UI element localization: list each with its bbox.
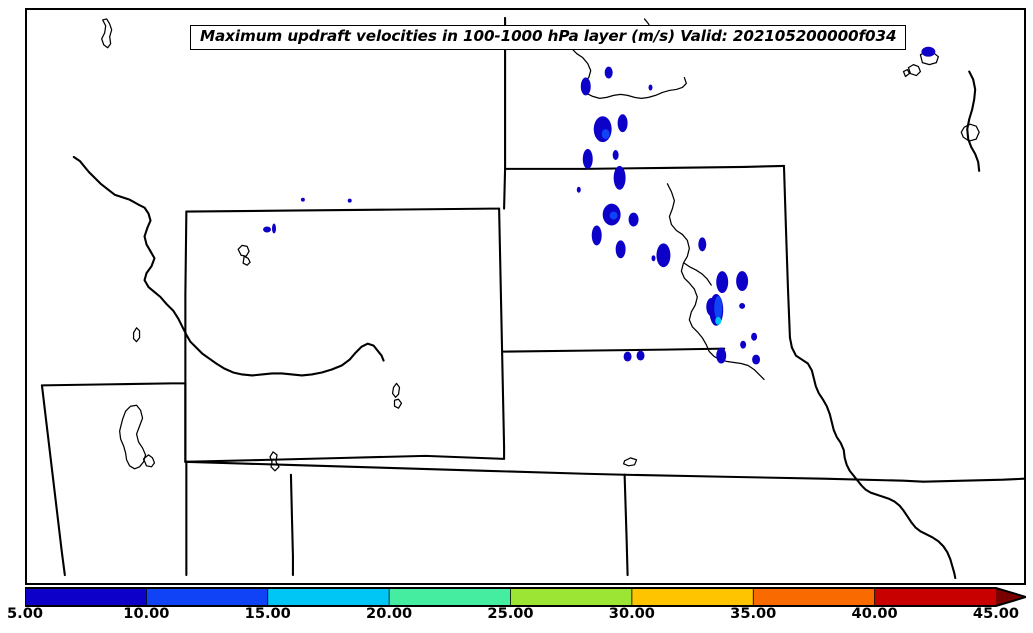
updraft-cell <box>604 66 613 79</box>
colorbar-segments <box>25 588 1026 606</box>
colorbar-segment <box>631 588 754 606</box>
colorbar-tick-label: 30.00 <box>608 605 655 622</box>
colorbar-tick-labels: 5.00 10.00 15.00 20.00 25.00 30.00 35.00 40.00 4… <box>0 605 1033 629</box>
updraft-cell <box>576 186 581 193</box>
updraft-cell <box>593 116 612 143</box>
updraft-cell <box>628 212 639 227</box>
colorbar-segment <box>267 588 390 606</box>
colorbar-over-arrow <box>996 588 1026 606</box>
colorbar-canvas <box>25 587 1026 607</box>
map-canvas <box>40 16 1024 580</box>
colorbar-segment <box>389 588 512 606</box>
colorbar <box>25 587 1026 607</box>
colorbar-tick-label: 45.00 <box>972 605 1020 622</box>
map-panel: Maximum updraft velocities in 100-1000 h… <box>25 8 1026 585</box>
state-borders <box>40 16 1024 580</box>
updraft-cell <box>648 84 653 91</box>
updraft-cell <box>716 347 727 364</box>
updraft-cell <box>623 351 632 362</box>
updraft-cell <box>656 243 671 268</box>
colorbar-outline <box>25 587 1026 607</box>
colorbar-tick-label: 5.00 <box>6 605 44 622</box>
updraft-cell <box>272 223 277 234</box>
updraft-cell <box>580 77 591 96</box>
updraft-cell <box>263 226 272 233</box>
updraft-cell <box>716 271 729 294</box>
updraft-cell <box>715 316 722 325</box>
updraft-cell <box>300 197 305 202</box>
updraft-cell <box>636 350 645 361</box>
colorbar-segment <box>753 588 876 606</box>
colorbar-tick-label: 10.00 <box>123 605 170 622</box>
updraft-cell <box>601 129 610 140</box>
updraft-cell <box>698 237 707 252</box>
colorbar-frame <box>25 587 1026 607</box>
updraft-cell <box>752 354 761 365</box>
updraft-cell <box>651 255 656 262</box>
updraft-cell <box>751 332 758 341</box>
updraft-cell <box>582 149 593 169</box>
colorbar-segment <box>25 588 147 606</box>
updraft-cell <box>613 165 626 190</box>
updraft-cell <box>591 225 602 246</box>
colorbar-segment <box>874 588 997 606</box>
colorbar-tick-label: 35.00 <box>730 605 777 622</box>
updraft-cell <box>921 46 936 57</box>
updraft-cell <box>615 240 626 259</box>
updraft-cells <box>263 46 936 365</box>
updraft-cell <box>740 340 747 349</box>
colorbar-tick-label: 15.00 <box>244 605 291 622</box>
updraft-cell <box>617 114 628 133</box>
plot-title-box: Maximum updraft velocities in 100-1000 h… <box>190 25 907 50</box>
colorbar-tick-label: 20.00 <box>366 605 413 622</box>
updraft-cell <box>347 198 352 203</box>
colorbar-tick-label: 40.00 <box>851 605 898 622</box>
updraft-cell <box>739 302 746 309</box>
updraft-cell <box>736 271 749 292</box>
updraft-cell <box>612 150 619 160</box>
colorbar-segment <box>146 588 269 606</box>
hydrography <box>101 18 980 472</box>
colorbar-tick-label: 25.00 <box>487 605 534 622</box>
colorbar-segment <box>510 588 633 606</box>
updraft-cell <box>609 211 618 220</box>
plot-title: Maximum updraft velocities in 100-1000 h… <box>200 27 897 45</box>
updraft-cell <box>714 296 723 320</box>
